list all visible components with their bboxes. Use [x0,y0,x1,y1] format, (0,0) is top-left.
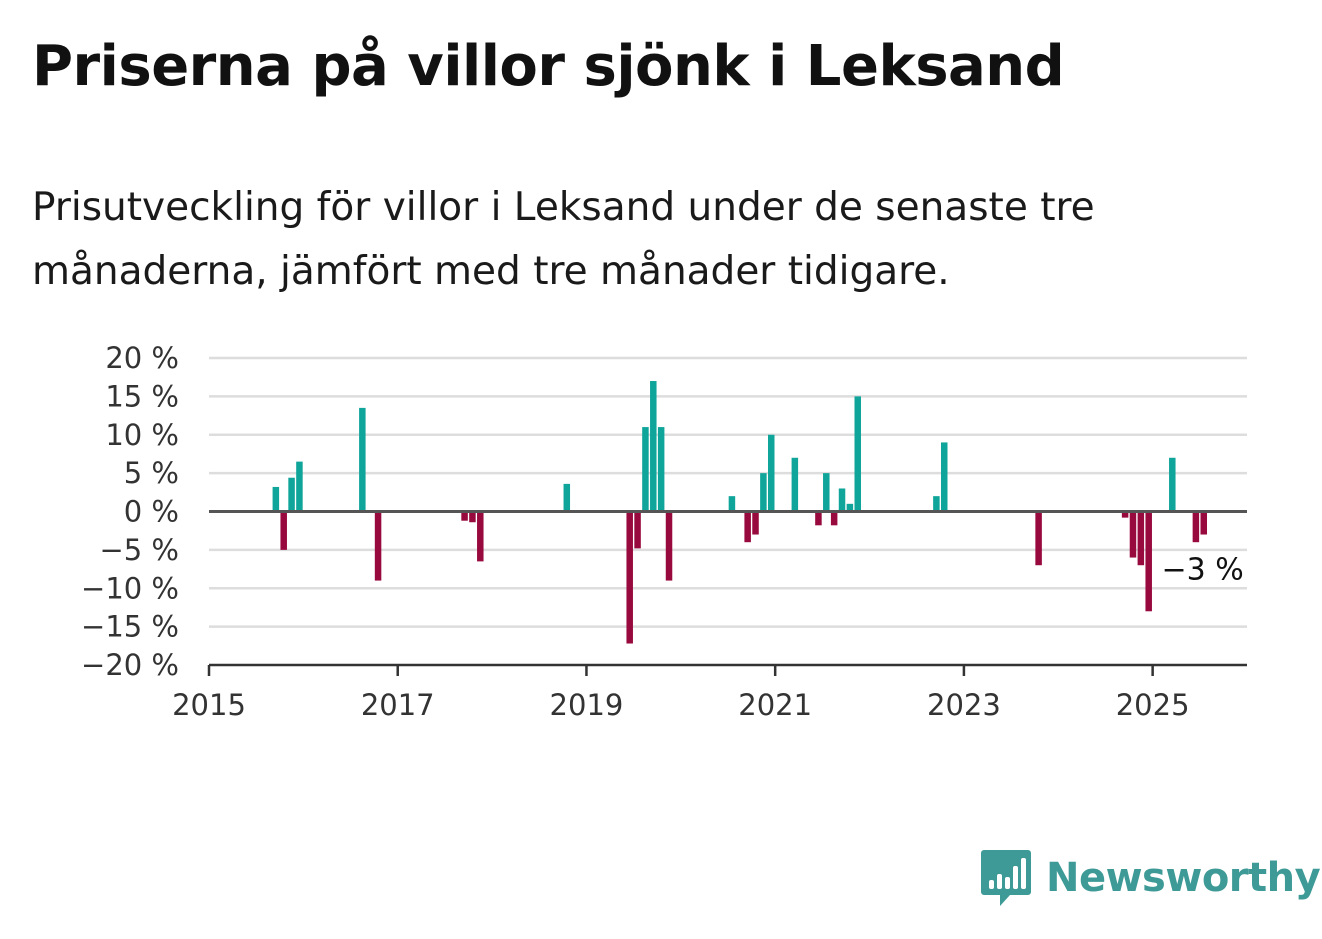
y-tick-label: 5 % [124,456,179,490]
bar [1145,511,1152,612]
price-change-bar-chart: 20 % 15 % 10 % 5 % 0 % −5 % −10 % −15 % −20 % 201… [81,341,1247,722]
bar [728,496,736,512]
x-tick-label: 2025 [1116,688,1190,722]
bar [642,427,649,512]
bar [838,488,846,512]
chart-subtitle: Prisutveckling för villor i Leksand unde… [32,185,1095,294]
bar [1200,511,1207,535]
bar [374,511,382,581]
bar [846,503,854,512]
bar [760,473,767,512]
x-tick-label: 2019 [550,688,624,722]
bar [1137,511,1145,566]
tick-labels: 20 % 15 % 10 % 5 % 0 % −5 % −10 % −15 % −20 % 201… [81,341,1244,722]
x-tick-label: 2017 [361,688,435,722]
bar [1035,511,1042,566]
bar [823,473,830,512]
bar [791,457,799,512]
axes [207,510,1247,676]
y-tick-label: −15 % [81,610,179,644]
bar [1121,511,1129,518]
y-tick-label: 10 % [105,418,179,452]
x-tick-label: 2023 [927,688,1001,722]
bars [272,381,1207,644]
bar [933,496,940,512]
bar [854,396,861,512]
chart-title: Priserna på villor sjönk i Leksand [32,34,1065,99]
bar [665,511,673,581]
bar [752,511,759,535]
bar [288,477,295,512]
bar [461,511,468,521]
bar [1169,457,1176,512]
y-tick-label: −5 % [99,533,179,567]
x-tick-label: 2015 [172,688,246,722]
bar [941,442,948,512]
bar [1129,511,1137,558]
end-value-label: −3 % [1161,553,1243,588]
bar [657,427,665,512]
bar [626,511,633,644]
bar [768,434,775,512]
bar [563,483,571,512]
y-tick-label: 20 % [105,341,179,375]
y-tick-label: −10 % [81,571,179,605]
bar [1192,511,1200,543]
y-tick-label: −20 % [81,648,179,682]
y-tick-label: 0 % [124,495,179,529]
bar [634,511,641,549]
x-tick-label: 2021 [738,688,812,722]
bar [272,486,280,512]
bar [296,461,303,512]
bar-chart-speech-bubble-icon [981,850,1031,906]
bar [744,511,751,543]
bar [469,511,476,523]
bar [477,511,484,562]
gridlines [209,356,1247,628]
y-tick-label: 15 % [105,379,179,413]
brand-name: Newsworthy [1046,855,1321,901]
bar [815,511,822,526]
bar [650,381,657,512]
bar [359,407,366,512]
bar [830,511,838,526]
bar [280,511,287,550]
newsworthy-logo: Newsworthy [980,848,1321,908]
